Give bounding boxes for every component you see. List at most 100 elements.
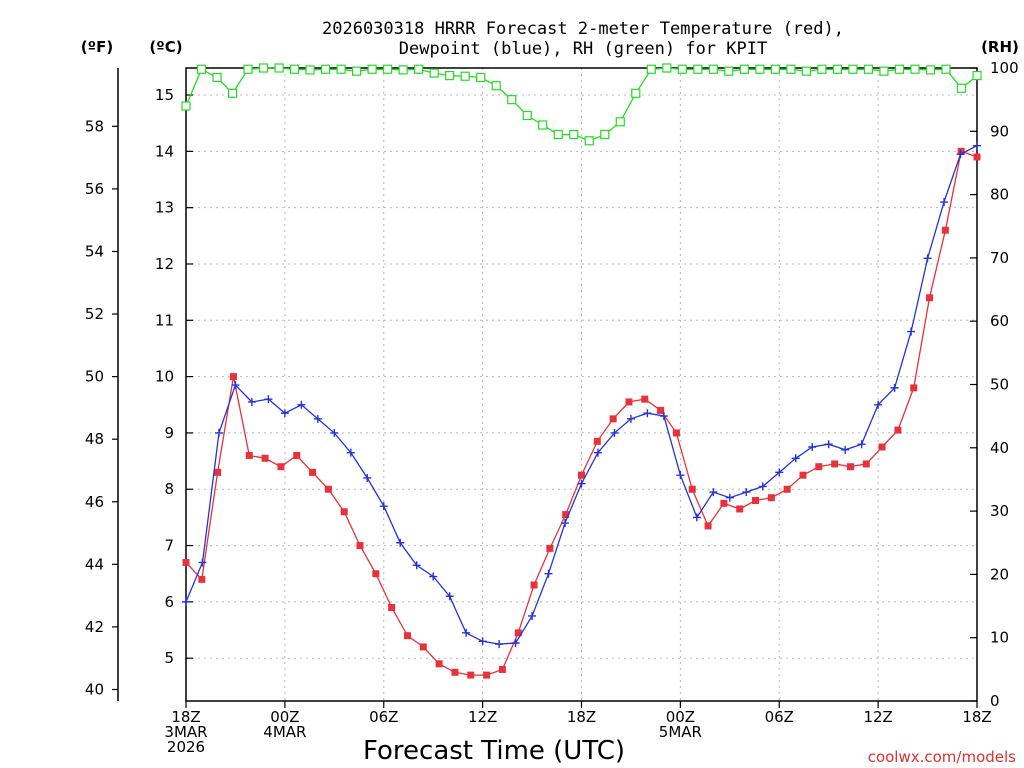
temperature-point xyxy=(767,494,775,502)
dewpoint-point xyxy=(610,428,619,437)
temperature-point xyxy=(198,575,206,583)
rh-point xyxy=(569,129,579,140)
rh-point xyxy=(320,64,331,74)
rh-tick-label: 10 xyxy=(990,629,1009,647)
dewpoint-point xyxy=(214,428,223,437)
dewpoint-point xyxy=(577,479,586,488)
temperature-point xyxy=(815,463,823,471)
dewpoint-point xyxy=(313,414,322,423)
temperature-point xyxy=(245,451,253,459)
temperature-point xyxy=(973,153,981,161)
rh-point xyxy=(274,63,284,73)
temperature-point xyxy=(846,463,854,471)
celsius-tick-label: 14 xyxy=(155,142,174,160)
fahrenheit-tick-label: 56 xyxy=(85,180,104,198)
rh-point xyxy=(615,117,625,127)
rh-point xyxy=(894,64,905,74)
temperature-point xyxy=(578,471,585,479)
rh-line xyxy=(185,67,978,142)
rh-point xyxy=(832,64,843,74)
rh-point xyxy=(786,64,796,74)
fahrenheit-tick-label: 42 xyxy=(85,618,104,636)
dewpoint-point xyxy=(462,628,471,637)
rh-point xyxy=(708,64,718,74)
temperature-point xyxy=(261,454,269,462)
time-tick-label: 18Z xyxy=(567,708,596,726)
fahrenheit-tick-label: 58 xyxy=(85,117,104,135)
rh-point xyxy=(662,63,672,73)
temperature-point xyxy=(546,544,554,552)
rh-point xyxy=(584,136,594,146)
rh-point xyxy=(445,70,455,81)
rh-tick-label: 0 xyxy=(990,692,1000,710)
rh-point xyxy=(879,66,889,76)
dewpoint-point xyxy=(264,395,273,404)
dewpoint-point xyxy=(824,440,833,449)
time-tick-label: 18Z xyxy=(962,708,991,726)
temperature-point xyxy=(483,671,491,679)
celsius-tick-label: 13 xyxy=(155,199,174,217)
rh-point xyxy=(212,72,222,83)
temperature-point xyxy=(752,497,760,505)
dewpoint-point xyxy=(907,327,916,336)
rh-point xyxy=(429,68,439,78)
dewpoint-point xyxy=(330,428,339,437)
temperature-point xyxy=(403,632,411,640)
rh-series xyxy=(181,63,982,146)
time-tick-label: 3MAR xyxy=(164,723,207,741)
fahrenheit-tick-label: 54 xyxy=(85,242,104,260)
time-tick-label: 5MAR xyxy=(659,723,702,741)
rh-point xyxy=(631,88,641,98)
celsius-axis: 5 6 7 8 9 10 11 12 13 14 15 xyxy=(155,86,193,667)
temperature-point xyxy=(862,460,870,468)
dewpoint-point xyxy=(363,473,372,482)
rh-point xyxy=(460,71,470,81)
rh-point xyxy=(227,88,238,98)
dewpoint-point xyxy=(808,443,817,452)
time-tick-label: 18Z xyxy=(171,708,200,726)
rh-tick-label: 90 xyxy=(990,122,1009,140)
rh-point xyxy=(724,66,734,76)
rh-point xyxy=(770,64,780,74)
time-tick-label: 00Z xyxy=(270,708,299,726)
temperature-point xyxy=(451,668,459,676)
rh-point xyxy=(305,65,315,75)
celsius-tick-label: 15 xyxy=(155,86,174,104)
dewpoint-series xyxy=(182,141,981,649)
rh-point xyxy=(956,83,967,93)
dewpoint-point xyxy=(445,592,454,601)
dewpoint-point xyxy=(874,400,883,409)
rh-point xyxy=(972,70,982,81)
fahrenheit-tick-label: 44 xyxy=(85,555,104,573)
time-tick-label: 12Z xyxy=(863,708,892,726)
temperature-point xyxy=(831,460,839,468)
fahrenheit-tick-label: 40 xyxy=(85,680,104,698)
dewpoint-point xyxy=(528,611,537,620)
dewpoint-point xyxy=(659,412,668,421)
temperature-point xyxy=(941,226,949,234)
temperature-point xyxy=(435,660,443,668)
dewpoint-line xyxy=(185,145,978,645)
dewpoint-point xyxy=(280,409,289,418)
dewpoint-point xyxy=(643,409,652,418)
dewpoint-point xyxy=(182,597,190,606)
dewpoint-point xyxy=(709,488,718,497)
rh-point xyxy=(196,64,207,74)
temperature-point xyxy=(894,426,902,434)
dewpoint-point xyxy=(940,198,949,207)
temperature-point xyxy=(609,415,617,423)
credit-text: coolwx.com/models xyxy=(868,748,1016,766)
rh-point xyxy=(646,64,656,74)
dewpoint-point xyxy=(495,640,504,649)
dewpoint-point xyxy=(593,448,602,457)
rh-point xyxy=(398,65,408,75)
temperature-point xyxy=(736,505,744,513)
dewpoint-point xyxy=(973,141,981,150)
grid-lines xyxy=(186,68,977,701)
fahrenheit-tick-label: 46 xyxy=(85,493,104,511)
dewpoint-point xyxy=(379,502,388,511)
dewpoint-point xyxy=(857,440,866,449)
rh-unit-label: (RH) xyxy=(981,38,1019,56)
temperature-point xyxy=(672,429,680,437)
time-tick-label: 2026 xyxy=(167,738,205,756)
